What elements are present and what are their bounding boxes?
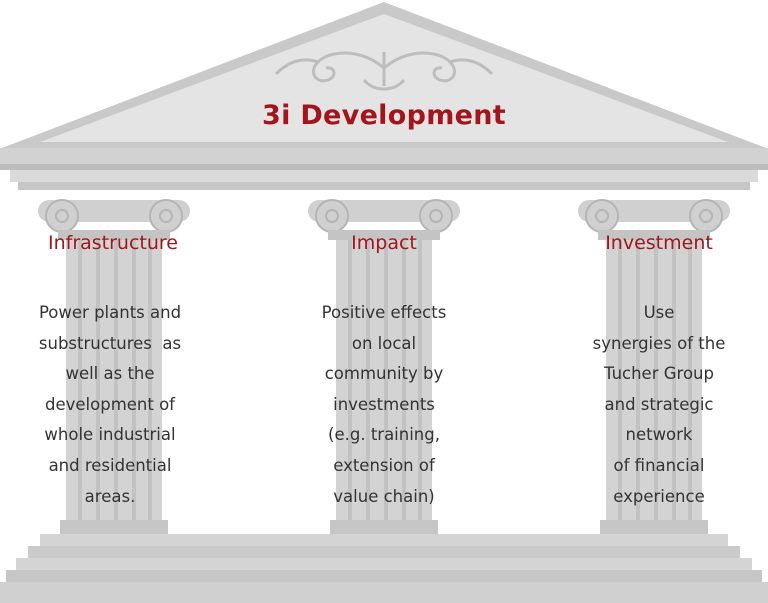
pillar-text-line: value chain) xyxy=(333,486,435,506)
architrave-band xyxy=(18,182,750,190)
pillar-text-line: Tucher Group xyxy=(604,364,714,384)
pillar-text-line: on local xyxy=(351,333,417,353)
pillar-text-impact: Positive effects on local community by i… xyxy=(269,298,499,512)
pillar-text-line: and strategic xyxy=(604,394,714,414)
pillar-text-line: network xyxy=(625,425,693,445)
pillar-text-line: experience xyxy=(613,486,705,506)
pillar-text-line: whole industrial xyxy=(44,425,176,445)
pillar-text-line: and residential xyxy=(48,455,172,475)
pillar-text-line: Positive effects xyxy=(321,303,447,322)
pillar-text-line: Power plants and xyxy=(38,303,182,322)
pillar-heading-infrastructure: Infrastructure xyxy=(47,232,178,254)
diagram-title: 3i Development xyxy=(262,100,506,131)
column-center xyxy=(308,199,460,534)
pillar-text-line: extension of xyxy=(333,455,435,475)
pillar-text-line: community by xyxy=(324,364,444,384)
step-2 xyxy=(28,546,740,558)
pillar-text-line: well as the xyxy=(65,364,155,384)
step-3 xyxy=(16,558,752,570)
pillar-text-line: investments xyxy=(333,394,435,414)
step-5 xyxy=(0,582,768,603)
pillar-text-line: synergies of the xyxy=(592,333,726,353)
cornice-shadow xyxy=(0,164,768,170)
pillar-text-infrastructure: Power plants and substructures as well a… xyxy=(0,298,225,512)
pillar-text-line: development of xyxy=(45,394,175,414)
pillar-text-line: Use xyxy=(643,303,675,322)
pillar-text-line: (e.g. training, xyxy=(328,425,440,445)
pillar-text-line: of financial xyxy=(613,455,705,475)
pillar-heading-impact: Impact xyxy=(351,232,417,254)
pillar-text-investment: Use synergies of the Tucher Group and st… xyxy=(544,298,768,512)
step-1 xyxy=(40,534,728,546)
ornament xyxy=(274,51,494,91)
architrave xyxy=(10,170,758,182)
cornice xyxy=(0,148,768,164)
pillar-heading-investment: Investment xyxy=(605,232,713,254)
pillar-text-line: substructures as xyxy=(38,333,182,353)
step-4 xyxy=(6,570,762,582)
column-left xyxy=(38,199,190,534)
pillar-text-line: areas. xyxy=(84,486,136,506)
column-right xyxy=(578,199,730,534)
